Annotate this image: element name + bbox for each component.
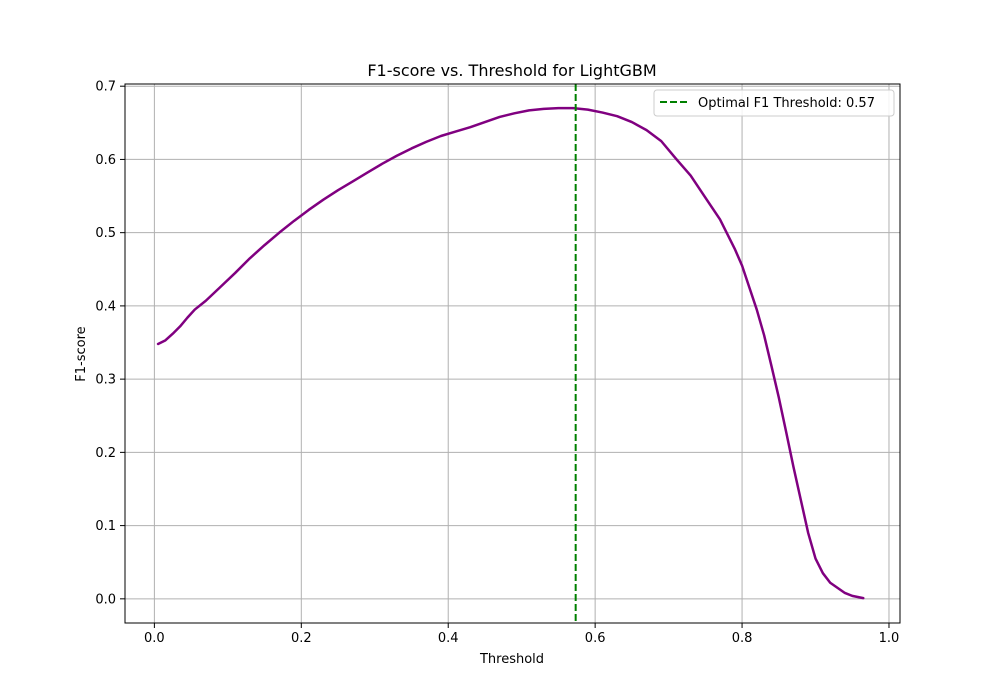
x-tick-label: 0.2: [291, 631, 312, 646]
y-axis-ticks: 0.0 0.1 0.2 0.3 0.4 0.5 0.6 0.7: [95, 80, 125, 607]
y-tick-label: 0.0: [95, 592, 116, 607]
y-tick-label: 0.3: [95, 373, 116, 388]
x-tick-label: 0.6: [585, 631, 606, 646]
legend-label: Optimal F1 Threshold: 0.57: [698, 96, 875, 111]
x-tick-label: 0.0: [144, 631, 165, 646]
f1-score-line: [156, 106, 865, 600]
axes-frame: [124, 83, 901, 624]
y-tick-label: 0.7: [95, 80, 116, 95]
y-tick-label: 0.6: [95, 153, 116, 168]
y-tick-label: 0.5: [95, 226, 116, 241]
legend-box: [653, 89, 895, 117]
chart-title: F1-score vs. Threshold for LightGBM: [367, 61, 656, 80]
legend: Optimal F1 Threshold: 0.57: [653, 89, 895, 117]
y-tick-label: 0.2: [95, 446, 116, 461]
y-axis-label: F1-score: [74, 326, 89, 381]
grid: [125, 84, 900, 623]
y-tick-label: 0.1: [95, 519, 116, 534]
x-tick-label: 1.0: [879, 631, 900, 646]
plot-area: [156, 84, 865, 623]
x-tick-label: 0.8: [732, 631, 753, 646]
y-tick-label: 0.4: [95, 299, 116, 314]
x-axis-ticks: 0.0 0.2 0.4 0.6 0.8 1.0: [144, 623, 899, 646]
x-tick-label: 0.4: [438, 631, 459, 646]
x-axis-label: Threshold: [479, 652, 544, 667]
